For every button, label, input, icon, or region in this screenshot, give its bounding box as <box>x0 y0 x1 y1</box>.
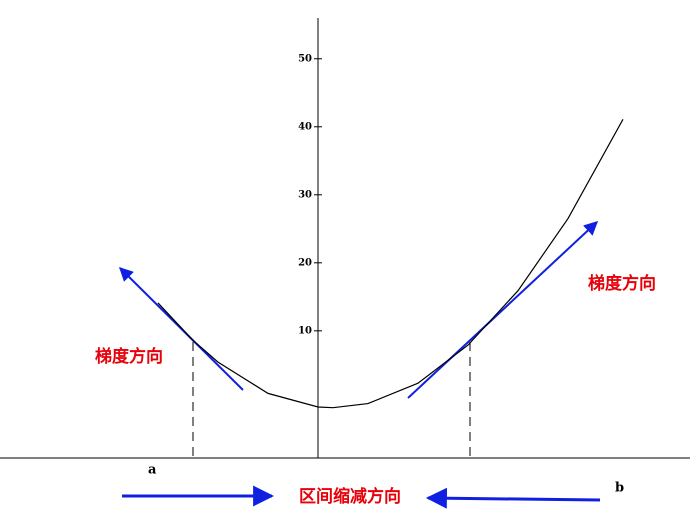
annotation: b <box>615 481 624 496</box>
y-tick-label: 40 <box>298 121 312 132</box>
y-tick-label: 30 <box>298 189 312 200</box>
y-tick-label: 50 <box>298 53 312 64</box>
annotation: a <box>148 463 157 478</box>
annotation: 梯度方向 <box>588 273 656 294</box>
interval-arrow <box>425 487 601 509</box>
y-tick-label: 20 <box>298 257 312 268</box>
annotation: 梯度方向 <box>95 346 163 367</box>
y-tick-label: 10 <box>298 325 312 336</box>
gradient-arrow <box>119 267 244 391</box>
gradient-arrow <box>407 221 599 399</box>
curve <box>157 119 624 409</box>
annotation: 区间缩减方向 <box>299 486 401 507</box>
